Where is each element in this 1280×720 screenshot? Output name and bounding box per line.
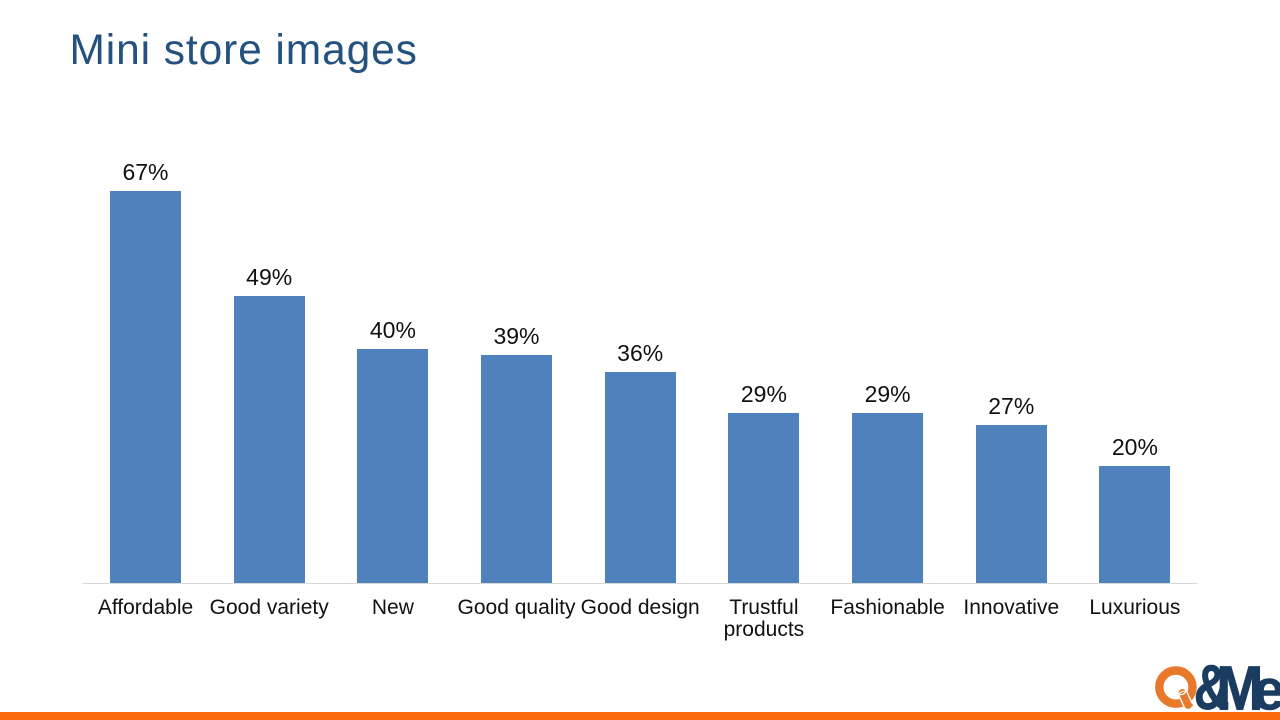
svg-text:M: M [1216,664,1263,711]
svg-text:&: & [1194,664,1229,711]
svg-text:e: e [1253,664,1280,711]
